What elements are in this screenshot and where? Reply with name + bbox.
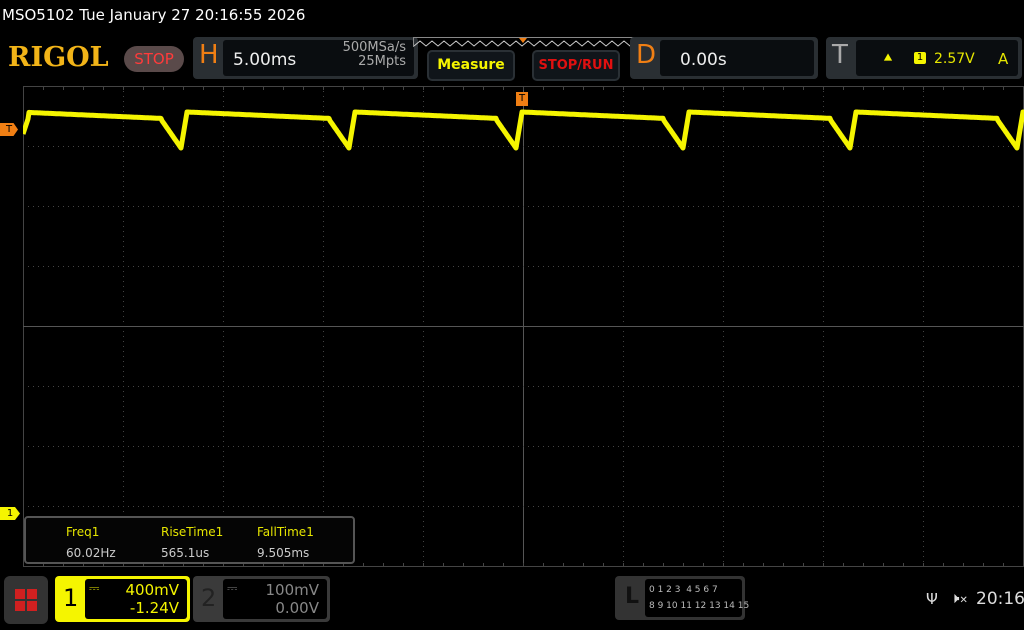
trigger-level: 2.57V [934,51,975,67]
measure-label: FallTime1 [257,525,314,539]
channel2-button[interactable]: 2 ⎓ 100mV 0.00V [193,576,330,622]
measure-label: Freq1 [66,525,100,539]
waveform-display[interactable] [23,86,1024,567]
delay-value: 0.00s [680,50,727,70]
trigger-position-marker[interactable]: T [516,92,528,106]
acquisition-info: 500MSa/s 25Mpts [343,41,406,69]
channel1-offset: -1.24V [129,599,179,617]
measure-value: 565.1us [161,546,210,560]
status-clock: 20:16 [976,589,1024,609]
rising-edge-icon: ⯅ [882,49,895,67]
trigger-level-marker[interactable]: T [0,123,18,136]
memory-depth: 25Mpts [358,54,406,69]
measure-label: RiseTime1 [161,525,224,539]
trigger-source-badge: 1 [914,52,926,64]
rigol-logo: RIGOL [8,42,109,73]
measure-value: 60.02Hz [66,546,116,560]
trigger-panel[interactable]: T ⯅ 1 2.57V A [826,37,1022,79]
title-bar: MSO5102 Tue January 27 20:16:55 2026 [2,6,306,24]
channel2-number: 2 [201,584,217,612]
stop-run-button[interactable]: STOP/RUN [532,50,620,81]
horizontal-panel[interactable]: H 5.00ms 500MSa/s 25Mpts [193,37,418,79]
trigger-position-icon [519,38,527,43]
logic-analyzer-button[interactable]: L 0 1 2 3 4 5 6 7 8 9 10 11 12 13 14 15 [615,576,750,620]
horizontal-label: H [199,40,219,70]
trigger-mode: A [998,50,1009,68]
channel2-offset: 0.00V [275,599,319,617]
grid [23,86,1024,567]
timebase-value: 5.00ms [233,50,297,70]
channel1-number: 1 [63,584,79,612]
channel1-trace [23,109,1024,151]
usb-icon: Ψ [926,590,938,608]
measure-button[interactable]: Measure [427,50,515,81]
channel1-scale: 400mV [125,581,179,599]
run-state-badge[interactable]: STOP [124,46,184,72]
logic-channels-row2: 8 9 10 11 12 13 14 15 [649,601,750,611]
dc-coupling-icon: ⎓ [89,581,100,596]
delay-panel[interactable]: D 0.00s [630,37,818,79]
measure-value: 9.505ms [257,546,310,560]
logic-label: L [625,584,640,609]
memory-overview-bar [413,37,635,47]
channel2-scale: 100mV [265,581,319,599]
menu-grid-icon [15,589,37,611]
channel1-ground-marker[interactable]: 1 [0,507,20,520]
trigger-label: T [832,40,848,70]
measurement-panel: Freq1 60.02Hz RiseTime1 565.1us FallTime… [24,516,355,564]
sample-rate: 500MSa/s [342,40,406,55]
logic-channels-row1: 0 1 2 3 4 5 6 7 [649,585,718,595]
channel1-button[interactable]: 1 ⎓ 400mV -1.24V [55,576,190,622]
delay-label: D [636,40,657,70]
main-menu-button[interactable] [4,576,48,624]
speaker-muted-icon[interactable]: 🕨✕ [950,589,968,607]
dc-coupling-icon: ⎓ [227,581,238,596]
